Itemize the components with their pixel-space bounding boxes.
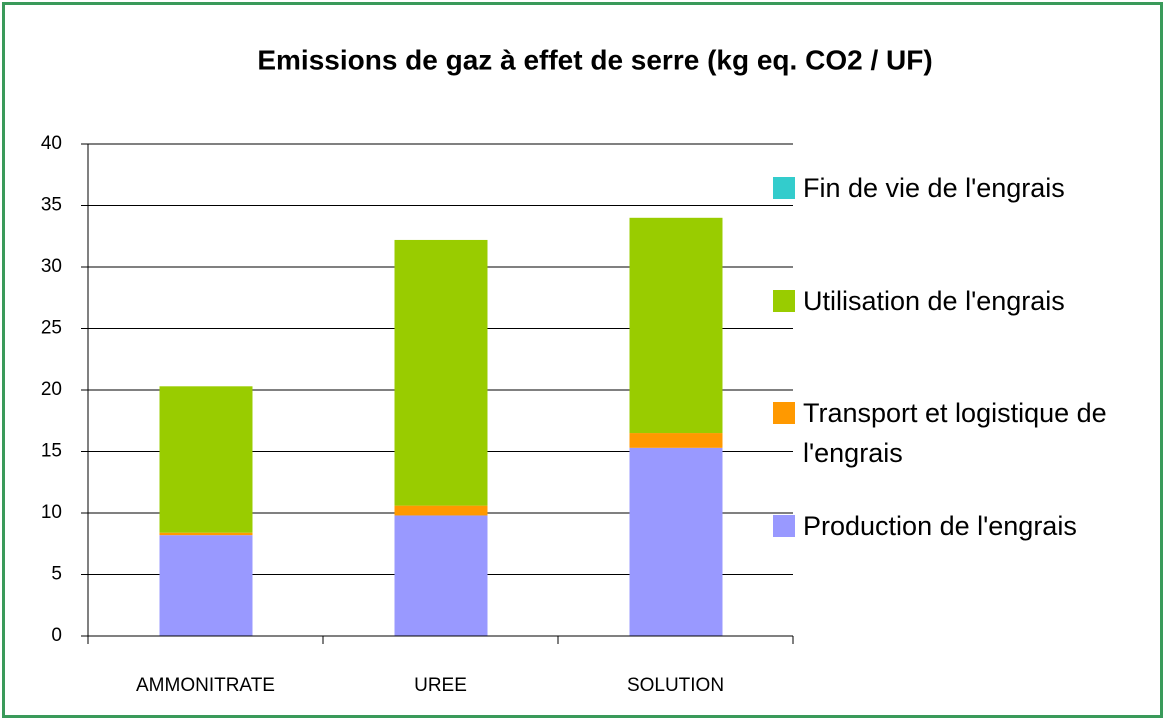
bar-segment [159, 532, 253, 536]
y-tick-label: 5 [51, 564, 62, 585]
legend-swatch [773, 177, 795, 199]
y-tick-label: 10 [41, 502, 62, 523]
y-tick-label: 40 [41, 133, 62, 154]
legend-item: Production de l'engrais [773, 506, 1153, 546]
y-tick-label: 15 [41, 441, 62, 462]
y-tick-label: 25 [41, 318, 62, 339]
legend-label: Production de l'engrais [803, 511, 1077, 541]
bar-segment [394, 505, 488, 516]
legend-label: Utilisation de l'engrais [803, 286, 1065, 316]
bar-segment [629, 217, 723, 434]
legend-label: Fin de vie de l'engrais [803, 173, 1065, 203]
y-tick-label: 0 [51, 625, 62, 646]
y-tick-label: 20 [41, 379, 62, 400]
legend-label: Transport et logistique de l'engrais [803, 398, 1107, 468]
legend-swatch [773, 402, 795, 424]
legend-swatch [773, 290, 795, 312]
y-tick-label: 35 [41, 195, 62, 216]
bar-segment [629, 433, 723, 448]
legend-swatch [773, 515, 795, 537]
x-tick-label: UREE [414, 675, 467, 696]
legend-item: Utilisation de l'engrais [773, 281, 1153, 321]
legend-item: Fin de vie de l'engrais [773, 168, 1153, 208]
bar-segment [394, 515, 488, 636]
bar-segment [159, 535, 253, 636]
bar-segment [629, 447, 723, 636]
x-tick-label: AMMONITRATE [136, 675, 275, 696]
legend-item: Transport et logistique de l'engrais [773, 393, 1153, 473]
x-tick-label: SOLUTION [627, 675, 724, 696]
bar-segment [394, 239, 488, 506]
y-tick-label: 30 [41, 256, 62, 277]
bar-segment [159, 386, 253, 533]
chart-title: Emissions de gaz à effet de serre (kg eq… [257, 44, 932, 75]
